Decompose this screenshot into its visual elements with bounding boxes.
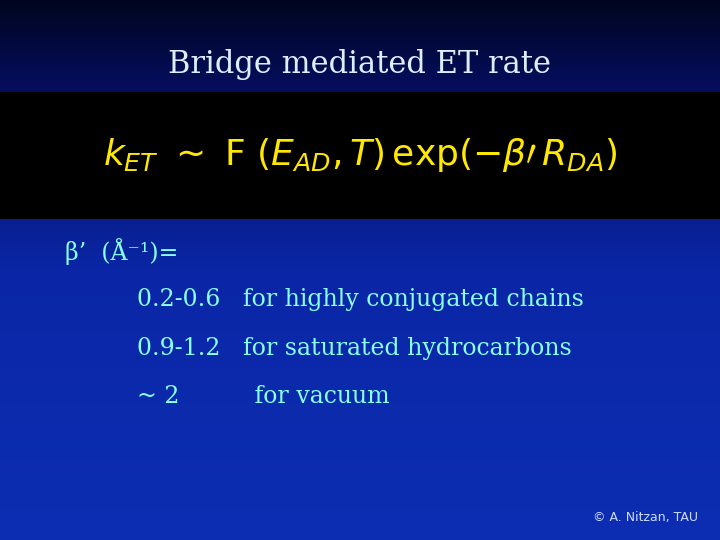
Text: Bridge mediated ET rate: Bridge mediated ET rate [168,49,552,80]
Text: $\mathit{k}_{ET}\ \sim\ \mathrm{F}\ (\mathit{E}_{AD},\mathit{T})\,\mathrm{exp}(-: $\mathit{k}_{ET}\ \sim\ \mathrm{F}\ (\ma… [103,136,617,174]
Text: β’  (Å⁻¹)=: β’ (Å⁻¹)= [65,238,178,265]
Text: 0.9-1.2   for saturated hydrocarbons: 0.9-1.2 for saturated hydrocarbons [137,337,572,360]
Text: 0.2-0.6   for highly conjugated chains: 0.2-0.6 for highly conjugated chains [137,288,584,311]
FancyBboxPatch shape [0,92,720,219]
Text: © A. Nitzan, TAU: © A. Nitzan, TAU [593,511,698,524]
Text: ~ 2          for vacuum: ~ 2 for vacuum [137,386,390,408]
